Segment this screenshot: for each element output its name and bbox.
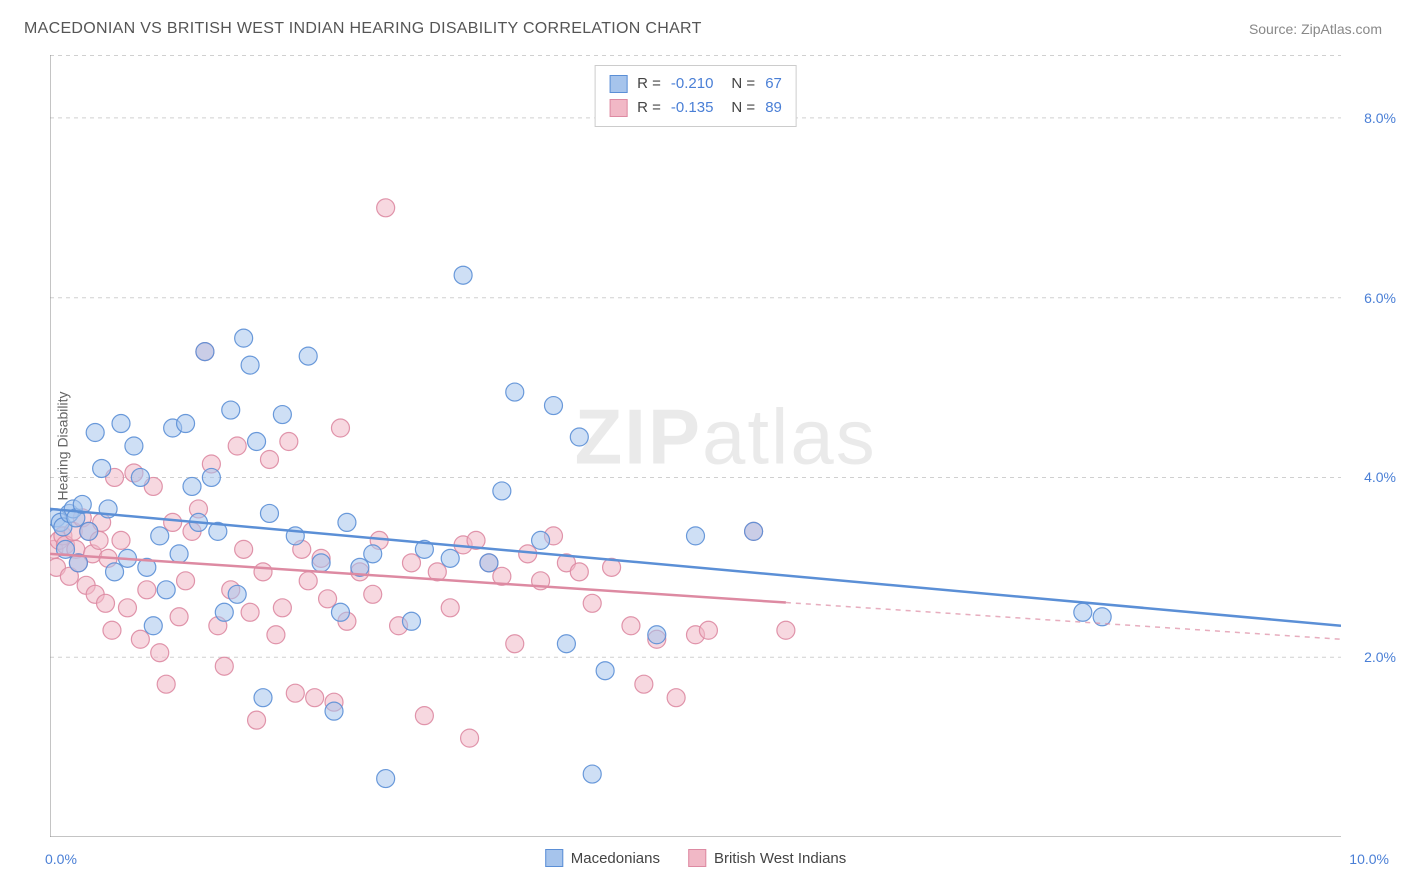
n-value-bwi: 89 (765, 96, 782, 120)
series-legend: Macedonians British West Indians (545, 849, 847, 867)
legend-swatch-pink (688, 849, 706, 867)
legend-label: British West Indians (714, 850, 846, 867)
source-label: Source: ZipAtlas.com (1249, 21, 1382, 37)
chart-area: R = -0.210 N = 67 R = -0.135 N = 89 Mace… (50, 55, 1341, 837)
legend-label: Macedonians (571, 850, 660, 867)
r-value-bwi: -0.135 (671, 96, 714, 120)
r-label: R = (637, 72, 661, 96)
correlation-legend: R = -0.210 N = 67 R = -0.135 N = 89 (594, 65, 797, 127)
y-tick-label: 4.0% (1364, 469, 1396, 485)
scatter-chart (50, 55, 1341, 837)
legend-item-macedonians: Macedonians (545, 849, 660, 867)
x-tick-label: 0.0% (45, 851, 77, 867)
n-label: N = (731, 72, 755, 96)
n-value-macedonians: 67 (765, 72, 782, 96)
y-tick-label: 6.0% (1364, 290, 1396, 306)
legend-row-macedonians: R = -0.210 N = 67 (609, 72, 782, 96)
y-tick-label: 2.0% (1364, 649, 1396, 665)
chart-title: MACEDONIAN VS BRITISH WEST INDIAN HEARIN… (24, 20, 702, 38)
legend-row-bwi: R = -0.135 N = 89 (609, 96, 782, 120)
legend-swatch-pink (609, 99, 627, 117)
r-value-macedonians: -0.210 (671, 72, 714, 96)
legend-swatch-blue (545, 849, 563, 867)
r-label: R = (637, 96, 661, 120)
n-label: N = (731, 96, 755, 120)
x-tick-label: 10.0% (1349, 851, 1389, 867)
legend-item-bwi: British West Indians (688, 849, 846, 867)
legend-swatch-blue (609, 75, 627, 93)
y-tick-label: 8.0% (1364, 110, 1396, 126)
